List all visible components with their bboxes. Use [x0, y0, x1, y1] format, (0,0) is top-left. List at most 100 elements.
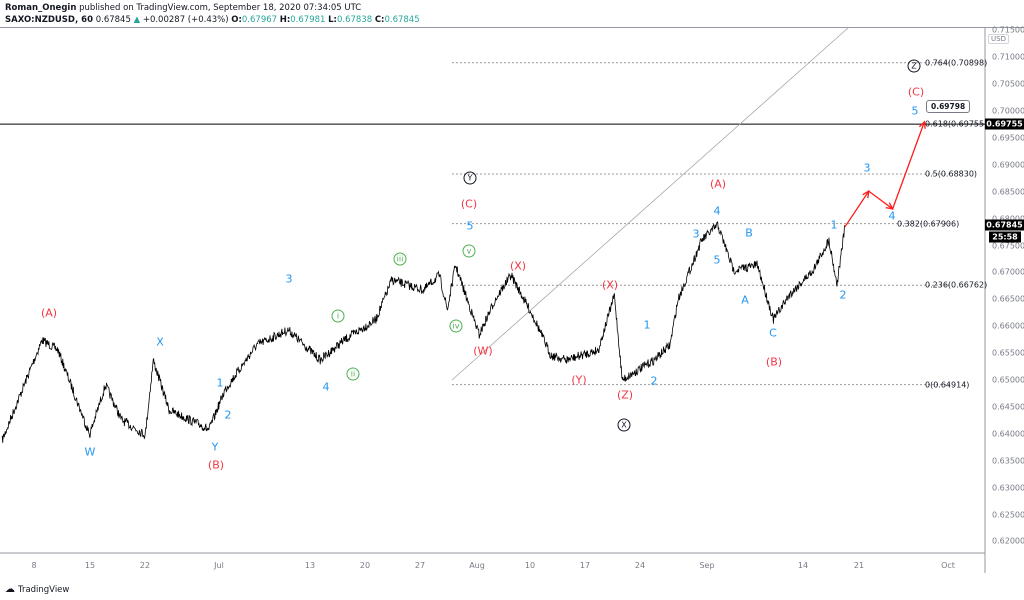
time-tick: 21	[853, 561, 865, 570]
time-tick: Oct	[941, 561, 955, 570]
wave-label-blue[interactable]: B	[745, 226, 753, 240]
wave-label-blue[interactable]: 1	[216, 376, 224, 390]
price-tick: 0.66000	[992, 321, 1024, 331]
wave-label-black[interactable]: Y	[463, 171, 477, 185]
wave-label-black[interactable]: Z	[907, 59, 921, 73]
tradingview-icon: ☁	[5, 584, 15, 595]
time-tick: 10	[524, 561, 536, 570]
author[interactable]: Roman_Onegin	[5, 3, 77, 13]
publish-info: Roman_Onegin published on TradingView.co…	[5, 3, 361, 13]
price-callout: 0.69798	[926, 100, 971, 113]
fib-level-label: 0.764(0.70898)	[925, 58, 988, 68]
price-tick: 0.67500	[992, 241, 1024, 250]
price-chart[interactable]	[0, 28, 1024, 600]
price-tick: 0.71500	[992, 25, 1024, 35]
arrow-head	[918, 120, 926, 129]
wave-label-red[interactable]: (X)	[601, 278, 619, 292]
wave-label-blue[interactable]: 2	[839, 288, 847, 302]
wave-label-red[interactable]: (C)	[907, 85, 925, 99]
price-tick: 0.70500	[992, 79, 1024, 89]
price-tick: 0.71000	[992, 52, 1024, 62]
time-tick: 20	[359, 561, 371, 570]
wave-label-blue[interactable]: 5	[713, 253, 721, 267]
wave-label-blue[interactable]: W	[84, 445, 96, 459]
price-tick: 0.70000	[992, 106, 1024, 116]
wave-label-blue[interactable]: X	[156, 335, 164, 349]
symbol: SAXO:NZDUSD, 60	[5, 15, 94, 25]
trend-line[interactable]	[451, 28, 849, 381]
price-tick: 0.64500	[992, 402, 1024, 412]
wave-label-green[interactable]: iv	[449, 319, 463, 333]
low-value: 0.67838	[336, 15, 373, 25]
wave-label-blue[interactable]: 4	[888, 209, 896, 223]
price-series	[1, 221, 846, 443]
price-tick: 0.69000	[992, 160, 1024, 170]
time-tick: 14	[797, 561, 809, 570]
wave-label-red[interactable]: (A)	[40, 306, 58, 320]
wave-label-red[interactable]: (B)	[765, 355, 783, 369]
wave-label-blue[interactable]: C	[769, 326, 777, 340]
fib-level-label: 0(0.64914)	[925, 380, 970, 390]
wave-label-green[interactable]: i	[331, 309, 345, 323]
wave-label-blue[interactable]: 3	[863, 161, 871, 175]
header-divider	[0, 27, 1024, 28]
wave-label-blue[interactable]: Y	[211, 440, 219, 454]
open-value: 0.67967	[241, 15, 278, 25]
tradingview-logo[interactable]: ☁ TradingView	[5, 584, 69, 595]
time-tick: Sep	[699, 561, 715, 570]
price-tick: 0.69500	[992, 133, 1024, 143]
wave-label-green[interactable]: iii	[393, 252, 407, 266]
price-tick: 0.66500	[992, 294, 1024, 304]
wave-label-blue[interactable]: 3	[692, 227, 700, 241]
wave-label-blue[interactable]: 2	[650, 374, 658, 388]
wave-label-blue[interactable]: 4	[713, 204, 721, 218]
time-tick: 27	[414, 561, 426, 570]
fib-level-label: 0.5(0.68830)	[925, 169, 978, 179]
price-change: +0.00287 (+0.43%)	[142, 15, 229, 25]
triangle-up-icon: ▲	[133, 15, 141, 25]
low-label: L:	[328, 15, 337, 25]
wave-label-blue[interactable]: 1	[830, 218, 838, 232]
arrow-head	[885, 202, 894, 210]
wave-label-red[interactable]: (Y)	[571, 373, 587, 387]
wave-label-black[interactable]: X	[617, 418, 631, 432]
wave-label-blue[interactable]: A	[741, 293, 749, 307]
price-tick: 0.65500	[992, 348, 1024, 358]
brand-text: TradingView	[18, 584, 70, 595]
price-tick: 0.63500	[992, 456, 1024, 466]
wave-label-red[interactable]: (X)	[509, 259, 527, 273]
wave-label-green[interactable]: v	[462, 244, 476, 258]
publish-date: published on TradingView.com, September …	[79, 3, 362, 13]
wave-label-red[interactable]: (W)	[473, 344, 493, 358]
projection-path[interactable]	[844, 121, 926, 228]
wave-label-red[interactable]: (Z)	[616, 388, 634, 402]
close-label: C:	[374, 15, 385, 25]
time-tick: 15	[84, 561, 96, 570]
wave-label-blue[interactable]: 3	[285, 272, 293, 286]
fib-level-label: 0.618(0.69755)	[925, 119, 988, 129]
price-tick: 0.62000	[992, 536, 1024, 546]
price-tick: 0.64000	[992, 429, 1024, 439]
bar-countdown: 25:58	[989, 231, 1021, 243]
wave-label-red[interactable]: (A)	[709, 177, 727, 191]
high-label: H:	[279, 15, 291, 25]
price-tick: 0.68000	[992, 214, 1024, 223]
time-tick: 22	[139, 561, 151, 570]
price-tick: 0.65000	[992, 375, 1024, 385]
high-value: 0.67981	[290, 15, 326, 25]
price-tick: 0.68500	[992, 187, 1024, 197]
wave-label-green[interactable]: ii	[346, 367, 360, 381]
last-price: 0.67845	[95, 15, 131, 25]
time-tick: 13	[304, 561, 316, 570]
wave-label-blue[interactable]: 5	[466, 219, 474, 233]
currency-label[interactable]: USD	[988, 34, 1009, 44]
time-tick: 24	[634, 561, 646, 570]
wave-label-blue[interactable]: 5	[911, 104, 919, 118]
wave-label-blue[interactable]: 1	[643, 318, 651, 332]
wave-label-blue[interactable]: 2	[224, 408, 232, 422]
wave-label-blue[interactable]: 4	[322, 380, 330, 394]
arrow-head	[862, 189, 870, 199]
last-price-tag: 0.67845	[985, 219, 1024, 231]
wave-label-red[interactable]: (C)	[460, 197, 478, 211]
wave-label-red[interactable]: (B)	[207, 458, 225, 472]
